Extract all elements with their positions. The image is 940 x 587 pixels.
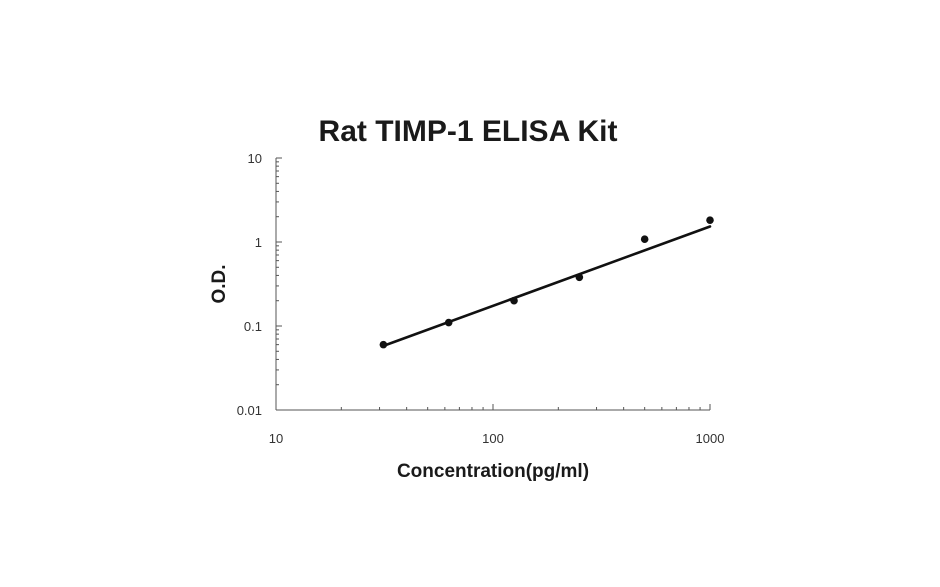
trendline [382, 225, 712, 348]
y-tick-label: 10 [248, 151, 262, 166]
axes [275, 158, 710, 411]
y-axis-title: O.D. [209, 264, 230, 303]
y-tick-label: 0.01 [237, 403, 262, 418]
data-points [379, 216, 714, 349]
data-point [379, 340, 388, 349]
trendline-layer [382, 225, 712, 348]
data-point [640, 235, 649, 243]
y-tick-label: 0.1 [244, 319, 262, 334]
y-tick-label: 1 [255, 235, 262, 250]
x-tick-label: 1000 [696, 431, 725, 446]
x-axis-title: Concentration(pg/ml) [397, 461, 589, 482]
chart-title: Rat TIMP-1 ELISA Kit [319, 115, 618, 148]
data-point [444, 318, 453, 327]
data-point [575, 273, 584, 282]
x-tick-label: 100 [482, 431, 504, 446]
x-tick-label: 10 [269, 431, 283, 446]
data-point [706, 216, 714, 224]
tick-labels: 10 1 0.1 0.01 10 100 1000 [237, 151, 725, 446]
ticks [275, 157, 711, 411]
data-point [510, 296, 518, 305]
